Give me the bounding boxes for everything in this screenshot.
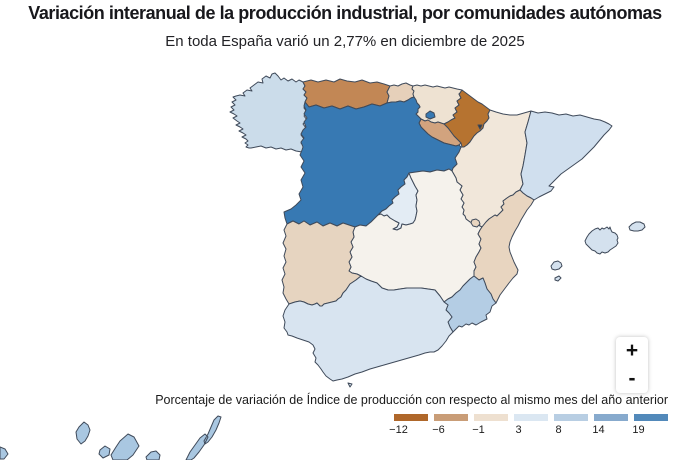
legend-swatch[interactable] xyxy=(434,414,468,421)
region-galicia[interactable] xyxy=(229,72,308,153)
legend-swatch[interactable] xyxy=(514,414,548,421)
region-andalucia[interactable] xyxy=(282,275,454,388)
region-asturias[interactable] xyxy=(302,78,391,110)
region-murcia[interactable] xyxy=(443,275,497,333)
legend-swatch-label: 14 xyxy=(592,424,605,436)
legend-caption: Porcentaje de variación de Índice de pro… xyxy=(155,393,668,407)
region-canarias[interactable] xyxy=(0,415,222,460)
legend-swatch[interactable] xyxy=(634,414,668,421)
zoom-control: + - xyxy=(616,337,648,393)
legend-swatch[interactable] xyxy=(594,414,628,421)
legend-swatch-label: 8 xyxy=(555,424,562,436)
legend-swatch[interactable] xyxy=(394,414,428,421)
chart-subtitle: En toda España varió un 2,77% en diciemb… xyxy=(165,33,525,50)
legend-swatch-label: 3 xyxy=(515,424,522,436)
region-baleares[interactable] xyxy=(550,221,646,282)
legend-swatch[interactable] xyxy=(474,414,508,421)
zoom-out-button[interactable]: - xyxy=(616,365,648,393)
region-navarra-exclave-petilla[interactable] xyxy=(477,124,483,130)
legend-swatch[interactable] xyxy=(554,414,588,421)
legend-swatch-label: −1 xyxy=(472,424,485,436)
legend-swatch-label: −12 xyxy=(389,424,408,436)
region-valencia[interactable] xyxy=(470,189,535,304)
map-regions xyxy=(0,72,646,460)
legend-swatch-label: −6 xyxy=(432,424,445,436)
region-cataluna[interactable] xyxy=(519,110,613,201)
zoom-in-button[interactable]: + xyxy=(616,337,648,365)
legend-swatch-label: 19 xyxy=(632,424,645,436)
chart-title: Variación interanual de la producción in… xyxy=(28,3,662,23)
